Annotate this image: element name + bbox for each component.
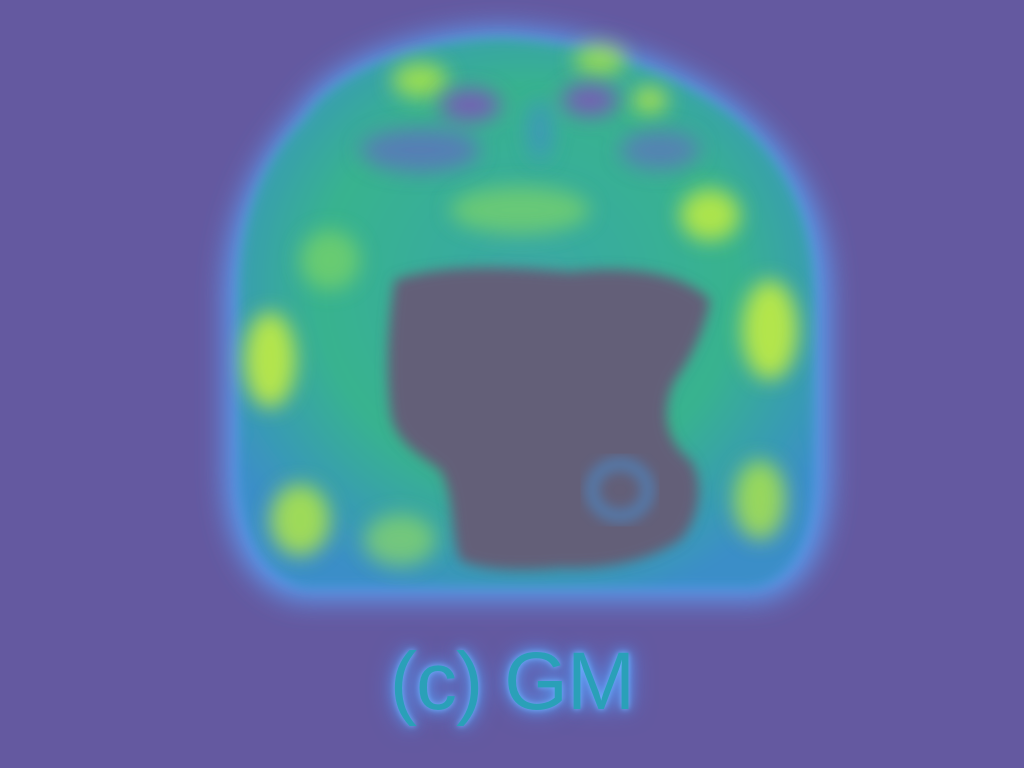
activation-hotspots	[244, 44, 798, 566]
ventricle-void	[388, 267, 710, 570]
figure-caption: (c) GM	[389, 636, 635, 727]
void-inner-ring	[585, 457, 655, 523]
low-uptake-regions	[360, 84, 700, 172]
